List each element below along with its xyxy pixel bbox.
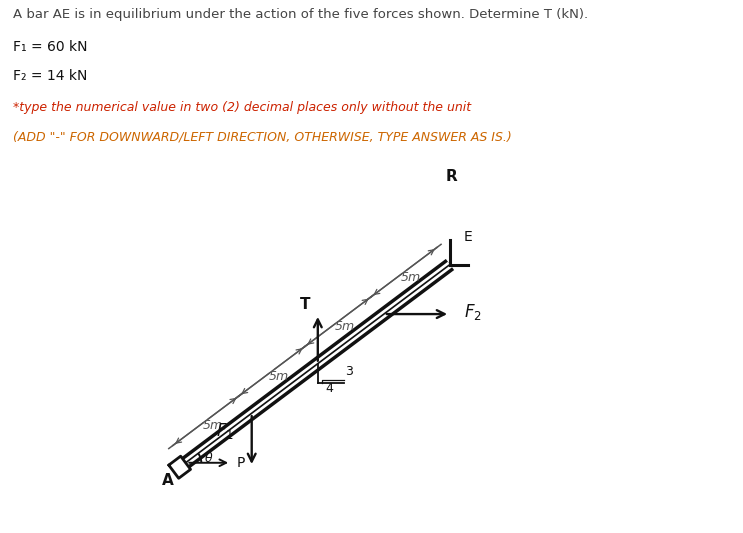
Text: *type the numerical value in two (2) decimal places only without the unit: *type the numerical value in two (2) dec… [13,101,472,114]
Text: 4: 4 [325,382,334,395]
Text: $F_1$: $F_1$ [216,422,234,441]
Text: (ADD "-" FOR DOWNWARD/LEFT DIRECTION, OTHERWISE, TYPE ANSWER AS IS.): (ADD "-" FOR DOWNWARD/LEFT DIRECTION, OT… [13,131,512,143]
Text: 5m: 5m [268,370,288,383]
Text: F₂ = 14 kN: F₂ = 14 kN [13,69,88,83]
Text: 3: 3 [345,365,353,377]
Text: $F_2$: $F_2$ [464,302,482,322]
Text: 5m: 5m [334,320,354,333]
Text: R: R [446,168,458,183]
Text: P: P [237,456,245,470]
Text: 5m: 5m [202,419,222,432]
Text: A: A [161,473,173,488]
Text: $\theta$: $\theta$ [204,451,213,465]
Text: E: E [463,230,472,244]
Text: A bar AE is in equilibrium under the action of the five forces shown. Determine : A bar AE is in equilibrium under the act… [13,8,588,21]
Text: F₁ = 60 kN: F₁ = 60 kN [13,40,88,54]
Text: 5m: 5m [400,271,421,284]
Text: T: T [300,297,311,312]
